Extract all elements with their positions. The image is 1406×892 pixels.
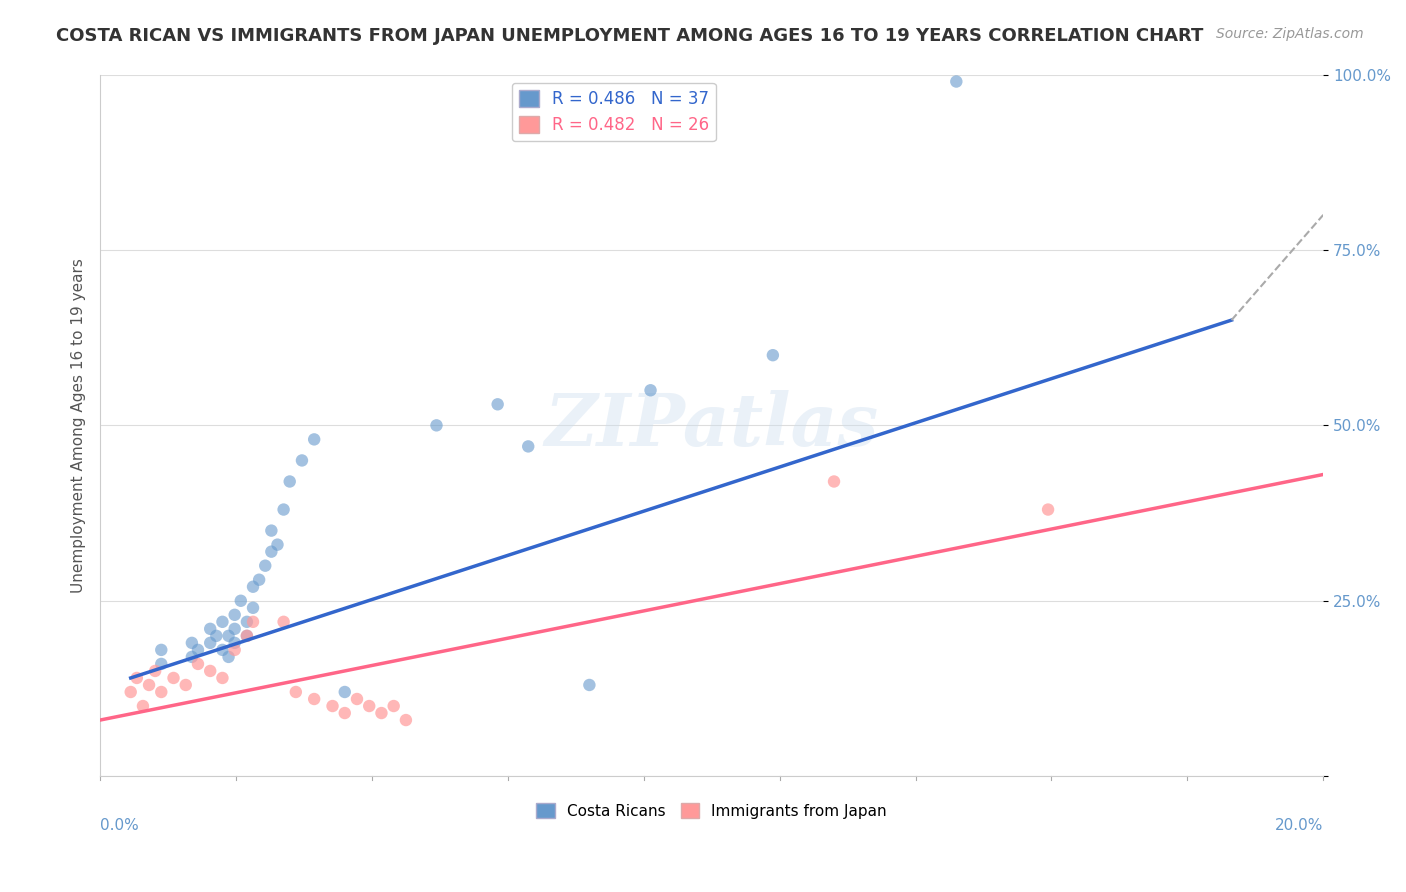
Legend: R = 0.486   N = 37, R = 0.482   N = 26: R = 0.486 N = 37, R = 0.482 N = 26 (512, 83, 716, 141)
Point (762, 348, 785, 362)
Point (224, 643, 246, 657)
Point (218, 649, 240, 664)
Point (395, 713, 418, 727)
Point (242, 615, 264, 629)
Point (260, 544, 283, 558)
Point (302, 433, 325, 447)
Point (333, 685, 356, 699)
Point (266, 538, 288, 552)
Point (242, 580, 264, 594)
Point (120, 685, 142, 699)
Point (150, 685, 173, 699)
Text: COSTA RICAN VS IMMIGRANTS FROM JAPAN UNEMPLOYMENT AMONG AGES 16 TO 19 YEARS CORR: COSTA RICAN VS IMMIGRANTS FROM JAPAN UNE… (56, 27, 1204, 45)
Point (150, 643, 173, 657)
Text: ZIPatlas: ZIPatlas (544, 390, 879, 461)
Point (278, 475, 301, 489)
Point (211, 615, 233, 629)
Text: 0.0%: 0.0% (100, 818, 139, 833)
Point (236, 615, 259, 629)
Text: 20.0%: 20.0% (1275, 818, 1323, 833)
Point (359, 699, 381, 714)
Point (486, 397, 509, 411)
Point (370, 706, 392, 720)
Point (125, 671, 148, 685)
Point (224, 607, 246, 622)
Point (132, 699, 155, 714)
Point (187, 643, 209, 657)
Point (260, 524, 283, 538)
Point (322, 699, 344, 714)
Point (200, 664, 222, 678)
Point (229, 594, 252, 608)
Point (302, 692, 325, 706)
Point (224, 636, 246, 650)
Point (236, 629, 259, 643)
Point (200, 636, 222, 650)
Point (200, 622, 222, 636)
Point (174, 678, 197, 692)
Point (211, 643, 233, 657)
Point (180, 636, 202, 650)
Point (218, 629, 240, 643)
Point (273, 615, 295, 629)
Point (517, 439, 540, 453)
Point (162, 671, 184, 685)
Point (211, 671, 233, 685)
Point (247, 573, 270, 587)
Text: Source: ZipAtlas.com: Source: ZipAtlas.com (1216, 27, 1364, 41)
Point (236, 629, 259, 643)
Point (254, 558, 277, 573)
Y-axis label: Unemployment Among Ages 16 to 19 years: Unemployment Among Ages 16 to 19 years (72, 258, 86, 593)
Point (425, 418, 447, 433)
Point (823, 475, 845, 489)
Point (150, 657, 173, 671)
Point (187, 657, 209, 671)
Point (333, 706, 356, 720)
Point (138, 678, 160, 692)
Point (273, 502, 295, 516)
Point (291, 453, 314, 467)
Point (284, 685, 307, 699)
Point (143, 664, 166, 678)
Point (578, 678, 600, 692)
Point (382, 699, 405, 714)
Point (224, 622, 246, 636)
Point (346, 692, 368, 706)
Point (945, 74, 967, 88)
Point (640, 384, 662, 398)
Point (205, 629, 228, 643)
Point (1036, 502, 1059, 516)
Point (242, 600, 264, 615)
Point (180, 649, 202, 664)
